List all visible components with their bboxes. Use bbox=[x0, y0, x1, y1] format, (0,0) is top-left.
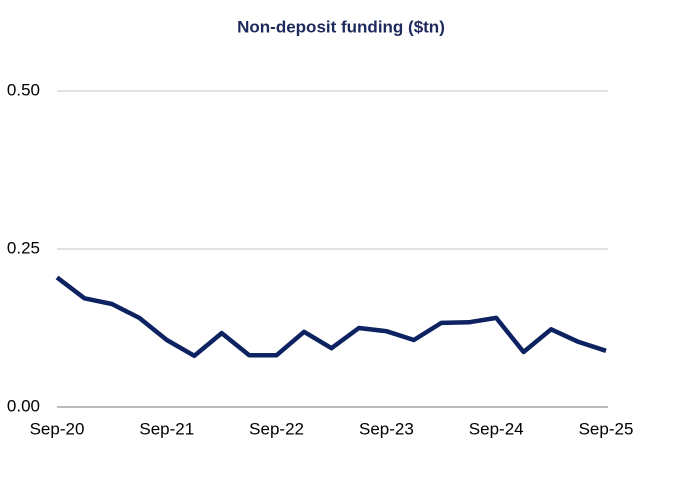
series-line bbox=[55, 275, 607, 359]
y-tick-label: 0.00 bbox=[7, 396, 40, 415]
x-tick-label: Sep-21 bbox=[139, 419, 194, 438]
y-tick-label: 0.25 bbox=[7, 238, 40, 257]
x-tick-label: Sep-24 bbox=[469, 419, 524, 438]
x-tick-label: Sep-22 bbox=[249, 419, 304, 438]
y-tick-label: 0.50 bbox=[7, 80, 40, 99]
chart-title: Non-deposit funding ($tn) bbox=[237, 17, 445, 36]
x-tick-label: Sep-25 bbox=[579, 419, 634, 438]
x-tick-label: Sep-20 bbox=[30, 419, 85, 438]
x-tick-label: Sep-23 bbox=[359, 419, 414, 438]
